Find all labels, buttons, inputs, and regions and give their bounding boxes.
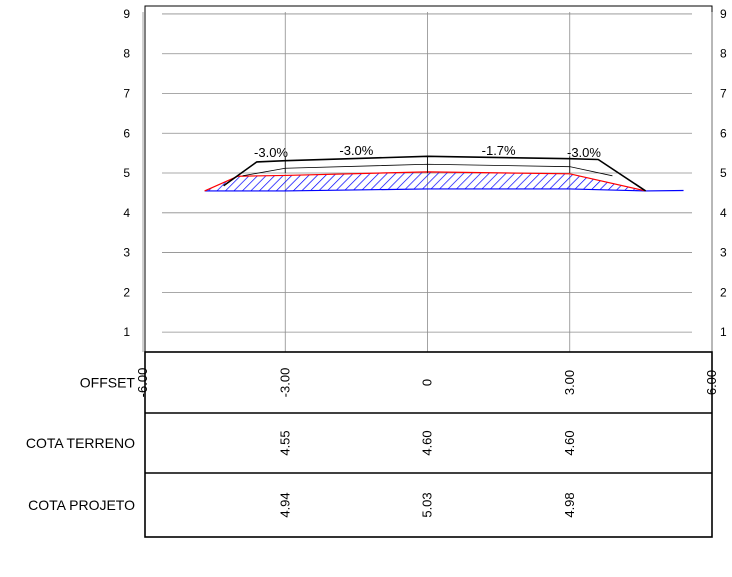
y-tick-label-right: 7: [720, 86, 727, 100]
table-cell: 3.00: [562, 370, 577, 395]
y-ticks-left: 1 2 3 4 5 6 7 8 9: [123, 7, 130, 339]
y-tick-label-right: 9: [720, 7, 727, 21]
y-tick-label-left: 6: [123, 126, 130, 140]
table-cell: -3.00: [277, 368, 292, 398]
y-tick-label-right: 5: [720, 166, 727, 180]
y-tick-label-right: 1: [720, 325, 727, 339]
table-cell: 4.60: [562, 430, 577, 455]
data-table: OFFSET -6.00 -3.00 0 3.00 6.00 COTA TERRENO 4.5…: [26, 351, 719, 538]
slope-label: -3.0%: [339, 143, 373, 158]
slope-label: -3.0%: [567, 145, 601, 160]
slope-label: -3.0%: [254, 145, 288, 160]
series-layer: [204, 155, 684, 192]
y-tick-label-left: 8: [123, 47, 130, 61]
terrain-line: [204, 188, 684, 192]
slope-label: -1.7%: [482, 143, 516, 158]
table-cell: 4.94: [277, 492, 292, 517]
table-row-label: OFFSET: [80, 375, 136, 391]
table-row-label: COTA TERRENO: [26, 435, 135, 451]
y-tick-label-left: 1: [123, 325, 130, 339]
table-cell: 4.55: [277, 430, 292, 455]
table-row-label: COTA PROJETO: [28, 497, 135, 513]
y-tick-label-right: 6: [720, 126, 727, 140]
slope-labels: -3.0% -3.0% -1.7% -3.0%: [254, 143, 601, 160]
y-tick-label-right: 8: [720, 47, 727, 61]
y-tick-label-left: 5: [123, 166, 130, 180]
table-cell: 5.03: [420, 492, 435, 517]
table-cell: -6.00: [135, 368, 150, 398]
y-tick-label-left: 4: [123, 206, 130, 220]
table-cell: 4.60: [420, 430, 435, 455]
y-tick-label-left: 7: [123, 86, 130, 100]
y-tick-label-left: 9: [123, 7, 130, 21]
y-tick-label-right: 2: [720, 285, 727, 299]
table-cell: 4.98: [562, 492, 577, 517]
y-tick-label-left: 2: [123, 285, 130, 299]
y-tick-label-right: 4: [720, 206, 727, 220]
y-ticks-right: 1 2 3 4 5 6 7 8 9: [720, 7, 727, 339]
fill-area: [204, 171, 646, 191]
table-cell: 0: [420, 379, 435, 386]
table-cell: 6.00: [704, 370, 719, 395]
y-tick-label-right: 3: [720, 246, 727, 260]
table-border: [144, 351, 713, 538]
y-tick-label-left: 3: [123, 246, 130, 260]
